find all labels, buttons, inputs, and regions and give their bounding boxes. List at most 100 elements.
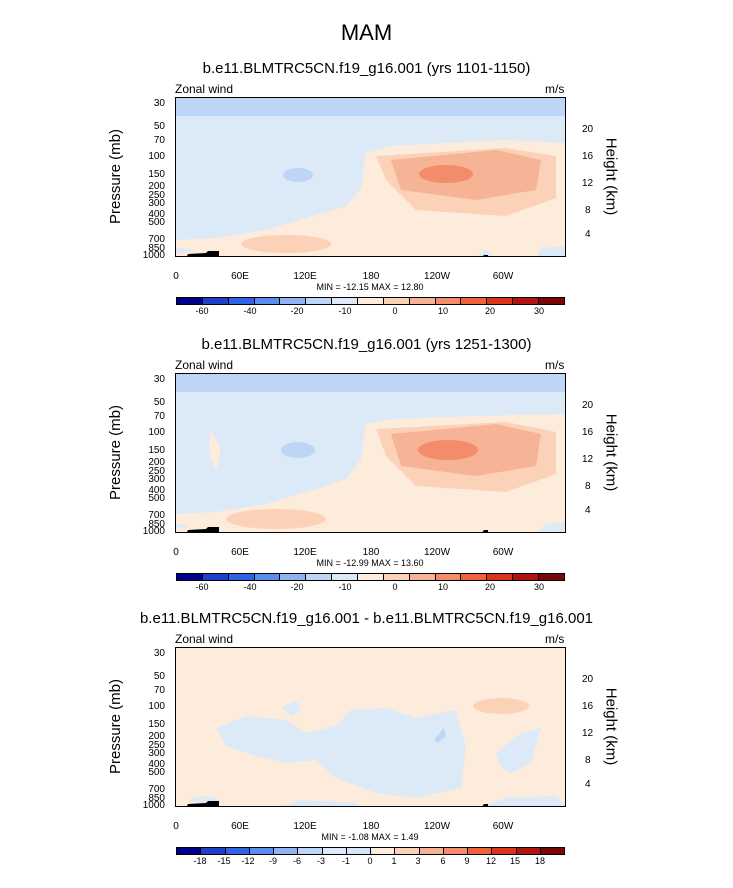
panel-1-ytick: 850 (148, 243, 165, 254)
panel-3-cbar-tick: -9 (268, 856, 277, 866)
panel-2-cbar-tick: 20 (484, 582, 495, 592)
panel-1-cbar-tick: 20 (484, 306, 495, 316)
panel-1-rtick: 16 (582, 151, 594, 162)
panel-3-xtick: 180 (362, 821, 380, 832)
panel-3-ytick: 700 (148, 784, 165, 795)
panel-2-colorbar (176, 573, 565, 581)
panel-3-rtick: 8 (585, 755, 591, 766)
panel-3-xtick: 60E (231, 821, 249, 832)
panel-2-rtick: 20 (582, 400, 594, 411)
panel-2-ytick: 70 (153, 411, 165, 422)
panel-2-ytick: 250 (148, 466, 165, 477)
panel-3-cbar-tick: 1 (391, 856, 397, 866)
panel-2-ytick: 500 (148, 493, 165, 504)
panel-1-ytick: 1000 (142, 250, 165, 261)
panel-1-xtick: 60W (492, 271, 514, 282)
panel-2-xtick: 120W (423, 547, 451, 558)
panel-1-minmax: MIN = -12.15 MAX = 12.80 (316, 282, 424, 292)
panel-1-plot (175, 97, 566, 257)
panel-3-units: m/s (545, 632, 565, 646)
panel-2-rtick: 4 (585, 505, 591, 516)
panel-1-rtick: 20 (582, 124, 594, 135)
panel-2-ytick: 300 (148, 474, 165, 485)
panel-3-ytick: 1000 (142, 800, 165, 811)
panel-2-ytick: 400 (148, 485, 165, 496)
panel-3-rtick: 4 (585, 779, 591, 790)
panel-2-cbar-tick: 30 (533, 582, 544, 592)
panel-3-cbar-tick: -1 (341, 856, 350, 866)
panel-1-title: b.e11.BLMTRC5CN.f19_g16.001 (yrs 1101-11… (202, 60, 531, 77)
panel-1-cbar-tick: 30 (533, 306, 544, 316)
panel-3-ylabel: Pressure (mb) (107, 678, 125, 775)
panel-3-rtick: 20 (582, 674, 594, 685)
panel-3-title: b.e11.BLMTRC5CN.f19_g16.001 - b.e11.BLMT… (139, 610, 594, 627)
panel-3-minmax: MIN = -1.08 MAX = 1.49 (321, 832, 419, 842)
panel-1-contours (176, 98, 565, 256)
panel-2-ytick: 100 (148, 427, 165, 438)
panel-3-cbar-tick: 6 (440, 856, 446, 866)
panel-1-ylabel: Pressure (mb) (107, 128, 125, 225)
panel-3-cbar-tick: 3 (415, 856, 421, 866)
panel-2-ytick: 1000 (142, 526, 165, 537)
panel-3-plot (175, 647, 566, 807)
panel-1-units: m/s (545, 82, 565, 96)
panel-2-rtick: 12 (582, 454, 594, 465)
panel-3-ytick: 400 (148, 759, 165, 770)
panel-3-xtick: 120W (423, 821, 451, 832)
panel-2-xtick: 60W (492, 547, 514, 558)
panel-2-xtick: 120E (293, 547, 317, 558)
panel-2-xtick: 0 (173, 547, 179, 558)
panel-1-xtick: 0 (173, 271, 179, 282)
panel-3-contours (176, 648, 565, 806)
panel-3-cbar-tick: 9 (464, 856, 470, 866)
panel-2-minmax: MIN = -12.99 MAX = 13.60 (316, 558, 424, 568)
panel-3-ytick: 250 (148, 740, 165, 751)
panel-1-ytick: 300 (148, 198, 165, 209)
panel-1-ylabel-right: Height (km) (602, 137, 620, 216)
panel-1-xtick: 120W (423, 271, 451, 282)
panel-1-left-label: Zonal wind (175, 82, 234, 96)
panel-2-ytick: 30 (153, 374, 165, 385)
panel-1-cbar-tick: 10 (437, 306, 448, 316)
panel-2-ytick: 50 (153, 397, 165, 408)
panel-3-cbar-tick: 18 (534, 856, 545, 866)
panel-3-ylabel-right: Height (km) (602, 687, 620, 766)
panel-3-ytick: 300 (148, 748, 165, 759)
panel-2-ytick: 850 (148, 519, 165, 530)
panel-3-ytick: 70 (153, 685, 165, 696)
panel-2-contours (176, 374, 565, 532)
panel-1-ytick: 100 (148, 151, 165, 162)
panel-2-cbar-tick: 0 (392, 582, 398, 592)
panel-1-xtick: 60E (231, 271, 249, 282)
panel-2-rtick: 8 (585, 481, 591, 492)
panel-3-ytick: 500 (148, 767, 165, 778)
panel-1-ytick: 500 (148, 217, 165, 228)
panel-3-cbar-tick: 15 (509, 856, 520, 866)
panel-2-cbar-tick: -20 (290, 582, 304, 592)
panel-3-colorbar (176, 847, 565, 855)
panel-1-ytick: 700 (148, 234, 165, 245)
panel-1-rtick: 12 (582, 178, 594, 189)
panel-2-ylabel-right: Height (km) (602, 413, 620, 492)
panel-2-ylabel: Pressure (mb) (107, 404, 125, 501)
panel-1-cbar-tick: -40 (243, 306, 257, 316)
panel-2-title: b.e11.BLMTRC5CN.f19_g16.001 (yrs 1251-13… (201, 336, 532, 353)
panel-3-cbar-tick: -6 (292, 856, 301, 866)
panel-1-ytick: 70 (153, 135, 165, 146)
panel-2-ytick: 150 (148, 445, 165, 456)
panel-3-left-label: Zonal wind (175, 632, 234, 646)
panel-3-xtick: 60W (492, 821, 514, 832)
panel-1-ytick: 150 (148, 169, 165, 180)
panel-2-cbar-tick: -40 (243, 582, 257, 592)
panel-3-rtick: 16 (582, 701, 594, 712)
panel-1-ytick: 30 (153, 98, 165, 109)
panel-3-cbar-tick: 0 (367, 856, 373, 866)
panel-1-cbar-tick: -60 (195, 306, 209, 316)
panel-2-left-label: Zonal wind (175, 358, 234, 372)
panel-3-ytick: 50 (153, 671, 165, 682)
panel-1-colorbar (176, 297, 565, 305)
panel-1-ytick: 250 (148, 190, 165, 201)
panel-1-cbar-tick: -20 (290, 306, 304, 316)
panel-3-ytick: 850 (148, 793, 165, 804)
panel-3-xtick: 0 (173, 821, 179, 832)
